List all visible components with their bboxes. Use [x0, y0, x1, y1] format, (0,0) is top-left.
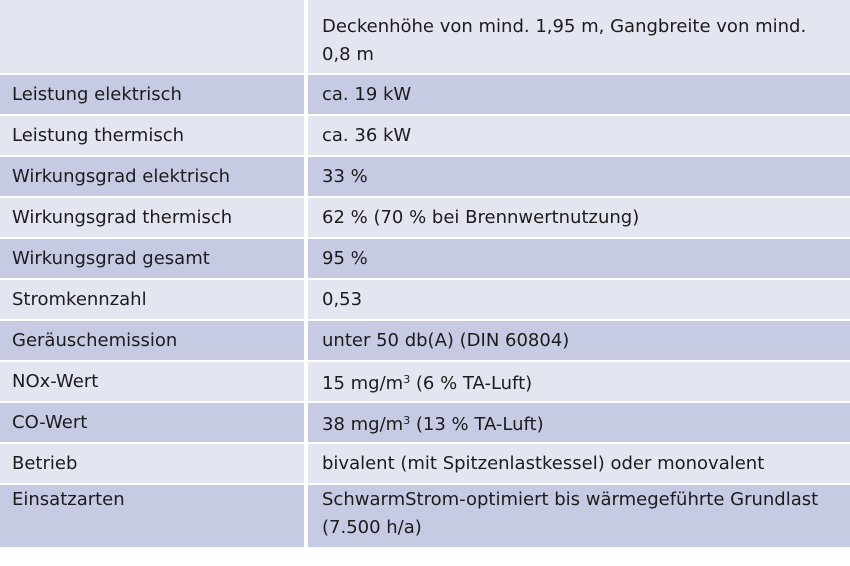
- row-value: unter 50 db(A) (DIN 60804): [306, 320, 850, 362]
- table-row: Betrieb bivalent (mit Spitzenlastkessel)…: [0, 443, 850, 485]
- row-label: [0, 0, 308, 75]
- row-label: Wirkungsgrad elektrisch: [0, 156, 308, 198]
- row-label: Leistung thermisch: [0, 115, 308, 157]
- table-row: Stromkennzahl 0,53: [0, 279, 850, 321]
- value-text: 15 mg/m: [322, 372, 404, 394]
- spec-table: Deckenhöhe von mind. 1,95 m, Gangbreite …: [0, 0, 850, 549]
- row-value: 15 mg/m3 (6 % TA-Luft): [306, 361, 850, 403]
- table-row: CO-Wert 38 mg/m3 (13 % TA-Luft): [0, 402, 850, 444]
- row-label: Geräuschemission: [0, 320, 308, 362]
- value-text: (13 % TA-Luft): [410, 413, 544, 435]
- row-label: Wirkungsgrad gesamt: [0, 238, 308, 280]
- row-label: Betrieb: [0, 443, 308, 485]
- row-value: 0,53: [306, 279, 850, 321]
- row-value: bivalent (mit Spitzenlastkessel) oder mo…: [306, 443, 850, 485]
- row-value: 33 %: [306, 156, 850, 198]
- table-row: Geräuschemission unter 50 db(A) (DIN 608…: [0, 320, 850, 362]
- row-label: Stromkennzahl: [0, 279, 308, 321]
- row-value: 38 mg/m3 (13 % TA-Luft): [306, 402, 850, 444]
- value-text: (6 % TA-Luft): [410, 372, 533, 394]
- row-label: NOx-Wert: [0, 361, 308, 403]
- table-row: Wirkungsgrad thermisch 62 % (70 % bei Br…: [0, 197, 850, 239]
- row-value: ca. 19 kW: [306, 74, 850, 116]
- table-row: Leistung elektrisch ca. 19 kW: [0, 74, 850, 116]
- table-row: Deckenhöhe von mind. 1,95 m, Gangbreite …: [0, 0, 850, 75]
- superscript: 3: [403, 372, 411, 386]
- row-value: SchwarmStrom-optimiert bis wärmegeführte…: [306, 484, 850, 549]
- superscript: 3: [403, 413, 411, 427]
- table-row: Leistung thermisch ca. 36 kW: [0, 115, 850, 157]
- row-label: Wirkungsgrad thermisch: [0, 197, 308, 239]
- row-label: CO-Wert: [0, 402, 308, 444]
- row-value: 95 %: [306, 238, 850, 280]
- row-value: ca. 36 kW: [306, 115, 850, 157]
- row-label: Einsatzarten: [0, 484, 308, 549]
- row-value: 62 % (70 % bei Brennwertnutzung): [306, 197, 850, 239]
- row-value: Deckenhöhe von mind. 1,95 m, Gangbreite …: [306, 0, 850, 75]
- value-text: 38 mg/m: [322, 413, 404, 435]
- table-row: NOx-Wert 15 mg/m3 (6 % TA-Luft): [0, 361, 850, 403]
- table-row: Wirkungsgrad elektrisch 33 %: [0, 156, 850, 198]
- table-row: Einsatzarten SchwarmStrom-optimiert bis …: [0, 484, 850, 549]
- row-label: Leistung elektrisch: [0, 74, 308, 116]
- table-row: Wirkungsgrad gesamt 95 %: [0, 238, 850, 280]
